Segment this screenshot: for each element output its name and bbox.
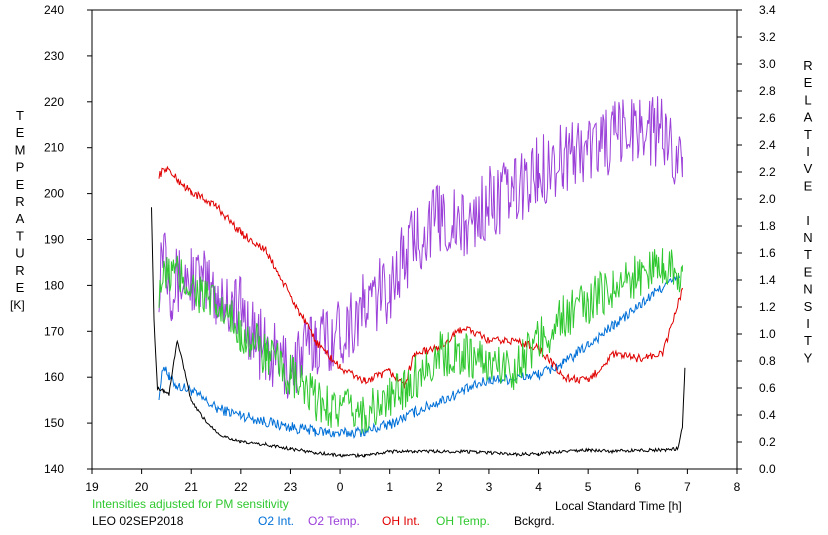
y-left-tick-label: 210 xyxy=(44,141,64,155)
y-left-tick-label: 240 xyxy=(44,3,64,17)
x-tick-label: 3 xyxy=(486,480,493,494)
y-left-unit: [K] xyxy=(10,298,25,312)
y-left-title-letter: P xyxy=(16,160,25,175)
y-right-title-letter: I xyxy=(806,213,810,228)
legend-bckgrd: Bckgrd. xyxy=(514,514,555,528)
y-right-title-letter: E xyxy=(804,75,813,90)
y-right-tick-label: 0.4 xyxy=(759,408,776,422)
y-right-title-letter: E xyxy=(804,178,813,193)
y-left-title-letter: E xyxy=(16,125,25,140)
y-right-title-letter: V xyxy=(804,161,813,176)
y-right-tick-label: 3.2 xyxy=(759,30,776,44)
y-right-title-letter: T xyxy=(804,127,812,142)
y-left-tick-label: 230 xyxy=(44,49,64,63)
y-left-title-letter: M xyxy=(15,142,26,157)
y-left-title-letter: A xyxy=(16,211,25,226)
y-right-tick-label: 3.0 xyxy=(759,57,776,71)
y-right-tick-label: 3.4 xyxy=(759,3,776,17)
y-right-title-letter: T xyxy=(804,333,812,348)
x-tick-label: 21 xyxy=(185,480,199,494)
legend-o2-temp: O2 Temp. xyxy=(308,514,360,528)
y-right-title-letter: I xyxy=(806,144,810,159)
y-right-tick-label: 1.4 xyxy=(759,273,776,287)
x-tick-label: 7 xyxy=(684,480,691,494)
x-tick-label: 20 xyxy=(135,480,149,494)
y-right-title-letter: N xyxy=(803,282,812,297)
y-left-tick-label: 150 xyxy=(44,416,64,430)
y-left-title-letter: U xyxy=(15,246,24,261)
y-right-tick-label: 2.4 xyxy=(759,138,776,152)
y-right-title-letter: S xyxy=(804,299,813,314)
x-tick-label: 22 xyxy=(234,480,248,494)
x-tick-label: 8 xyxy=(734,480,741,494)
y-right-title-letter: E xyxy=(804,264,813,279)
series-oh-int xyxy=(158,165,683,389)
y-left-title-letter: T xyxy=(16,108,24,123)
y-left-tick-label: 180 xyxy=(44,278,64,292)
x-tick-label: 0 xyxy=(337,480,344,494)
y-left-tick-label: 140 xyxy=(44,462,64,476)
y-right-tick-label: 0.6 xyxy=(759,381,776,395)
y-left-title-letter: E xyxy=(16,280,25,295)
x-tick-label: 1 xyxy=(386,480,393,494)
y-left-tick-label: 160 xyxy=(44,370,64,384)
y-right-tick-label: 1.6 xyxy=(759,246,776,260)
y-left-tick-label: 200 xyxy=(44,187,64,201)
y-left-tick-label: 220 xyxy=(44,95,64,109)
legend-oh-int: OH Int. xyxy=(382,514,421,528)
legend-o2-int: O2 Int. xyxy=(258,514,295,528)
x-tick-label: 4 xyxy=(535,480,542,494)
y-right-tick-label: 2.0 xyxy=(759,192,776,206)
series-o2-temp xyxy=(158,96,683,399)
y-right-title-letter: Y xyxy=(804,350,813,365)
series-oh-temp xyxy=(158,248,683,434)
y-right-tick-label: 1.0 xyxy=(759,327,776,341)
legend-oh-temp: OH Temp. xyxy=(436,514,490,528)
y-left-title-letter: T xyxy=(16,228,24,243)
x-tick-label: 19 xyxy=(85,480,99,494)
sensitivity-note: Intensities adjusted for PM sensitivity xyxy=(92,497,289,511)
y-left-title-letter: E xyxy=(16,177,25,192)
y-left-title-letter: R xyxy=(15,263,24,278)
y-right-title-letter: L xyxy=(804,92,811,107)
series-o2-int xyxy=(158,274,680,440)
x-axis-label: Local Standard Time [h] xyxy=(555,499,682,513)
axes-layer: 19 20 21 22 23 0 1 2 3 4 5 6 7 8140150160170180190200… xyxy=(15,3,813,494)
y-right-tick-label: 2.8 xyxy=(759,84,776,98)
y-right-tick-label: 1.8 xyxy=(759,219,776,233)
x-tick-label: 6 xyxy=(634,480,641,494)
y-left-title-letter: R xyxy=(15,194,24,209)
x-tick-label: 23 xyxy=(284,480,298,494)
x-tick-label: 5 xyxy=(585,480,592,494)
series-bckgrd xyxy=(151,207,686,458)
y-right-tick-label: 0.8 xyxy=(759,354,776,368)
y-right-tick-label: 0.0 xyxy=(759,462,776,476)
y-right-title-letter: N xyxy=(803,230,812,245)
y-right-tick-label: 0.2 xyxy=(759,435,776,449)
y-right-title-letter: A xyxy=(804,110,813,125)
y-left-tick-label: 170 xyxy=(44,324,64,338)
y-right-title-letter: T xyxy=(804,247,812,262)
y-left-tick-label: 190 xyxy=(44,233,64,247)
x-tick-label: 2 xyxy=(436,480,443,494)
y-right-tick-label: 1.2 xyxy=(759,300,776,314)
series-layer xyxy=(151,96,686,458)
y-right-title-letter: I xyxy=(806,316,810,331)
y-right-tick-label: 2.6 xyxy=(759,111,776,125)
y-right-tick-label: 2.2 xyxy=(759,165,776,179)
station-label: LEO 02SEP2018 xyxy=(92,514,184,528)
y-right-title-letter: R xyxy=(803,58,812,73)
